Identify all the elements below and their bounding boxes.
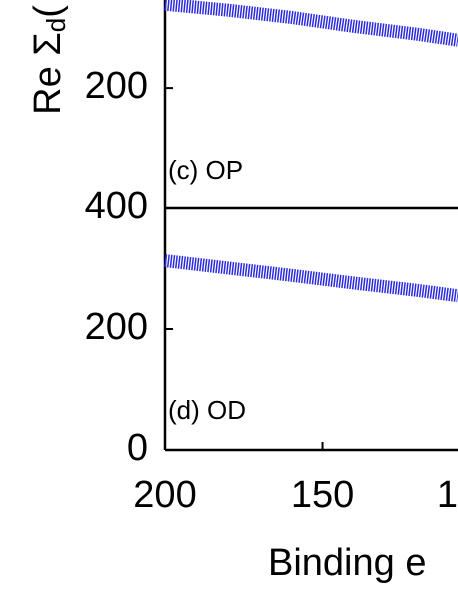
y-label-part: Re Σ	[27, 32, 69, 115]
y-label-sub: d	[41, 18, 71, 32]
x-tick-label: 200	[133, 474, 196, 516]
y-axis-label: Re Σd(	[27, 5, 71, 115]
y-label-part: (	[27, 5, 69, 18]
panel-label: (c) OP	[168, 155, 243, 185]
y-tick-label: 400	[85, 185, 148, 227]
x-axis-label: Binding e	[268, 542, 426, 584]
data-band	[164, 254, 458, 303]
y-tick-label: 200	[85, 65, 148, 107]
x-tick-label: 1	[437, 474, 458, 516]
y-tick-label: 200	[85, 306, 148, 348]
panel-label: (d) OD	[168, 395, 246, 425]
y-tick-label: 0	[127, 427, 148, 469]
data-band	[164, 0, 458, 47]
x-tick-label: 150	[291, 474, 354, 516]
